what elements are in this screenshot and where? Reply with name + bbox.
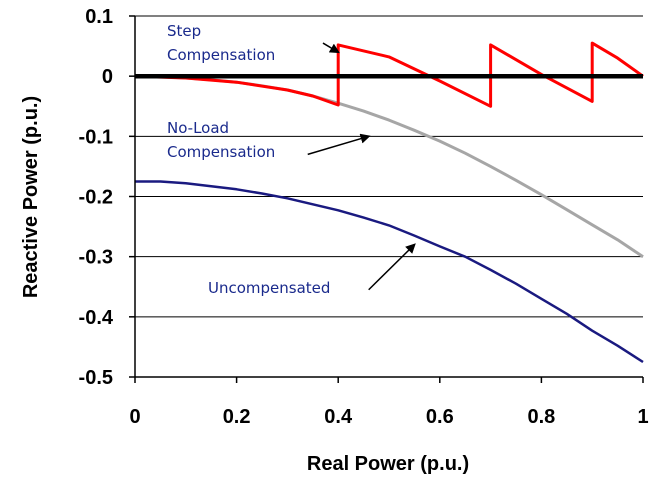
annotation-text-1-1: Compensation [167,143,275,161]
axes [129,15,644,383]
series-line-uncompensated [135,180,644,364]
y-tick-label-2: -0.1 [79,126,113,148]
y-axis-title: Reactive Power (p.u.) [20,96,42,298]
annotation-arrow-2 [368,243,416,291]
annotation-text-0-0: Step [167,22,201,40]
x-tick-label-5: 1 [637,406,648,428]
y-tick-label-1: 0 [102,66,113,88]
series-line-step-compensation [134,41,644,108]
x-tick-label-3: 0.6 [426,406,454,428]
x-tick-label-4: 0.8 [527,406,555,428]
annotation-text-1-0: No-Load [167,119,229,137]
grid-lines [135,15,643,378]
x-tick-label-1: 0.2 [223,406,251,428]
y-tick-label-4: -0.3 [79,247,113,269]
x-tick-label-2: 0.4 [324,406,353,428]
series-layer [134,41,644,364]
annotation-text-2-0: Uncompensated [208,279,330,297]
y-tick-label-0: 0.1 [85,6,113,28]
annotations: Step Compensation No-Load Compensation Uncom… [167,22,416,297]
x-tick-label-0: 0 [129,406,140,428]
annotation-arrow-1 [307,133,371,156]
annotation-arrow-0 [322,42,340,54]
tick-labels: 0 0.2 0.4 0.6 0.8 1 0.1 0 -0.1 -0.2 -0.3 -0.4 -0.5 [79,6,649,428]
annotation-text-0-1: Compensation [167,46,275,64]
x-axis-title: Real Power (p.u.) [307,453,469,475]
y-tick-label-5: -0.4 [79,307,114,329]
y-tick-label-3: -0.2 [79,187,113,209]
series-line-no-load-compensation [134,74,644,258]
y-tick-label-6: -0.5 [79,367,113,389]
